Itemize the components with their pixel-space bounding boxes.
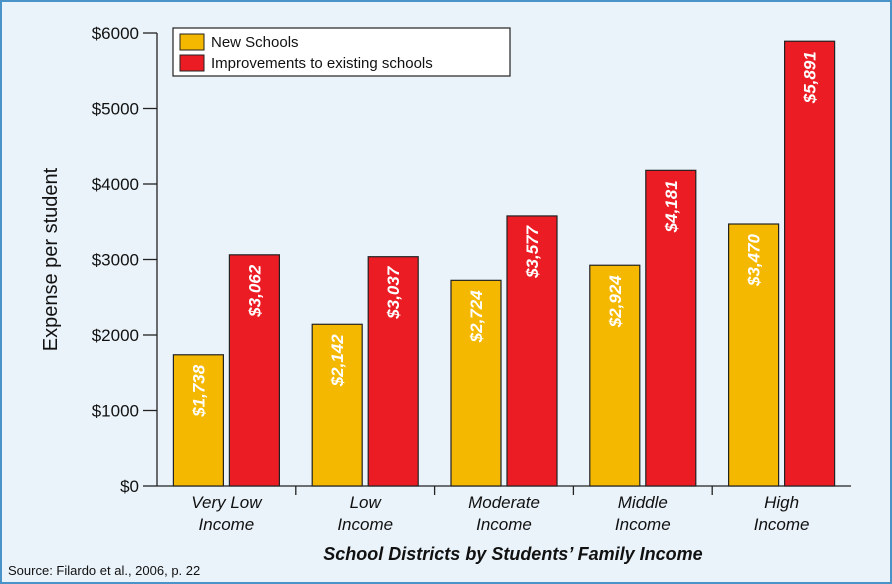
bar-value-label: $2,924 bbox=[606, 275, 625, 329]
bar-value-label: $4,181 bbox=[662, 180, 681, 233]
x-category-label: High Income bbox=[754, 493, 810, 534]
bar-new-schools bbox=[172, 354, 224, 487]
bar-improvements bbox=[645, 169, 697, 487]
legend-label: New Schools bbox=[211, 34, 299, 51]
x-category-label: Moderate Income bbox=[468, 493, 540, 534]
y-tick-label: $2000 bbox=[92, 326, 139, 345]
legend-label: Improvements to existing schools bbox=[211, 55, 433, 72]
y-tick-label: $6000 bbox=[92, 24, 139, 43]
bar-value-label: $3,037 bbox=[384, 265, 403, 320]
legend-swatch bbox=[179, 54, 205, 72]
source-note: Source: Filardo et al., 2006, p. 22 bbox=[8, 563, 200, 578]
x-category-label: Low Income bbox=[337, 493, 393, 534]
bar-value-label: $3,470 bbox=[745, 233, 764, 287]
bar-value-label: $3,062 bbox=[245, 264, 264, 318]
bar-value-label: $2,142 bbox=[328, 334, 347, 388]
y-tick-label: $5000 bbox=[92, 100, 139, 119]
bar-new-schools bbox=[450, 279, 502, 487]
x-category-label: Very Low Income bbox=[191, 493, 263, 534]
bar-value-label: $5,891 bbox=[801, 51, 820, 104]
legend-swatch bbox=[179, 33, 205, 51]
legend-box bbox=[172, 27, 511, 77]
y-tick-label: $0 bbox=[120, 477, 139, 496]
bar-improvements bbox=[228, 254, 280, 487]
x-category-label: Middle Income bbox=[615, 493, 671, 534]
y-tick-label: $3000 bbox=[92, 251, 139, 270]
bar-improvements bbox=[506, 215, 558, 487]
bar-new-schools bbox=[589, 264, 641, 487]
bar-new-schools bbox=[311, 323, 363, 487]
bar-value-label: $2,724 bbox=[467, 290, 486, 344]
bar-value-label: $1,738 bbox=[189, 364, 208, 418]
y-tick-label: $1000 bbox=[92, 402, 139, 421]
x-axis-title: School Districts by Students’ Family Inc… bbox=[323, 544, 702, 564]
bar-new-schools bbox=[727, 223, 780, 487]
y-tick-label: $4000 bbox=[92, 175, 139, 194]
bar-improvements bbox=[367, 256, 419, 487]
y-axis-title: Expense per student bbox=[40, 167, 62, 351]
bar-value-label: $3,577 bbox=[523, 224, 542, 279]
bar-improvements bbox=[783, 40, 836, 487]
